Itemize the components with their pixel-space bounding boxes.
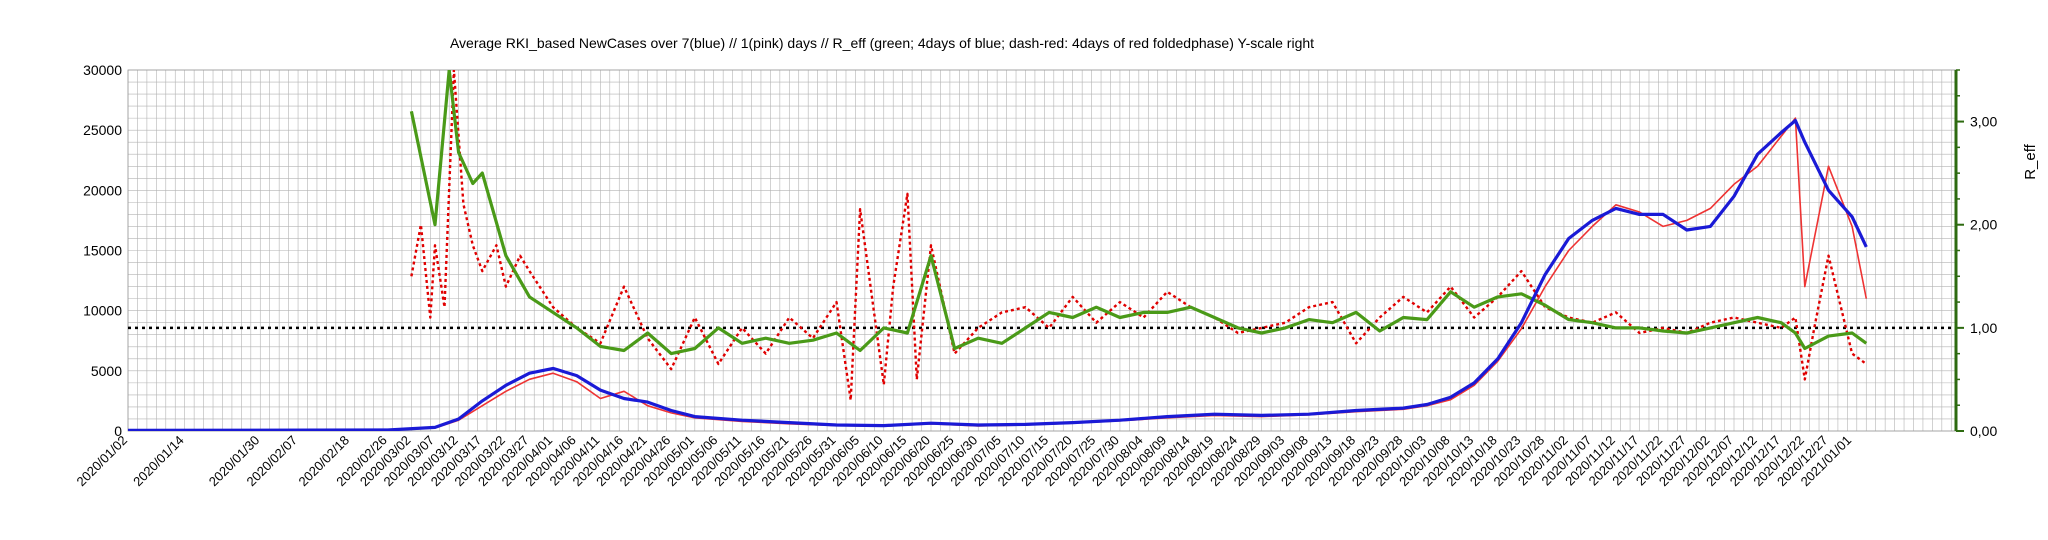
y-tick-label: 30000 [83,62,122,78]
x-tick-label: 2020/01/02 [73,433,130,490]
right-tick-label: 3,00 [1970,114,1997,130]
x-tick-label: 2020/01/14 [130,433,187,490]
grid [127,69,1957,432]
y-tick-label: 15000 [83,243,122,259]
right-tick-label: 1,00 [1970,320,1997,336]
y-tick-label: 10000 [83,303,122,319]
right-tick-label: 0,00 [1970,423,1997,439]
series-line-dash_red [410,70,1868,402]
y-tick-label: 0 [114,423,122,439]
right-tick-label: 2,00 [1970,217,1997,233]
y-tick-label: 25000 [83,122,122,138]
y-tick-label: 5000 [91,363,122,379]
series-line-green [409,70,1868,356]
chart-title: Average RKI_based NewCases over 7(blue) … [450,35,1314,51]
y-tick-label: 20000 [83,182,122,198]
right-axis-label: R_eff [2022,143,2039,179]
series-line-blue [128,118,1868,431]
series-layer [128,70,1868,431]
